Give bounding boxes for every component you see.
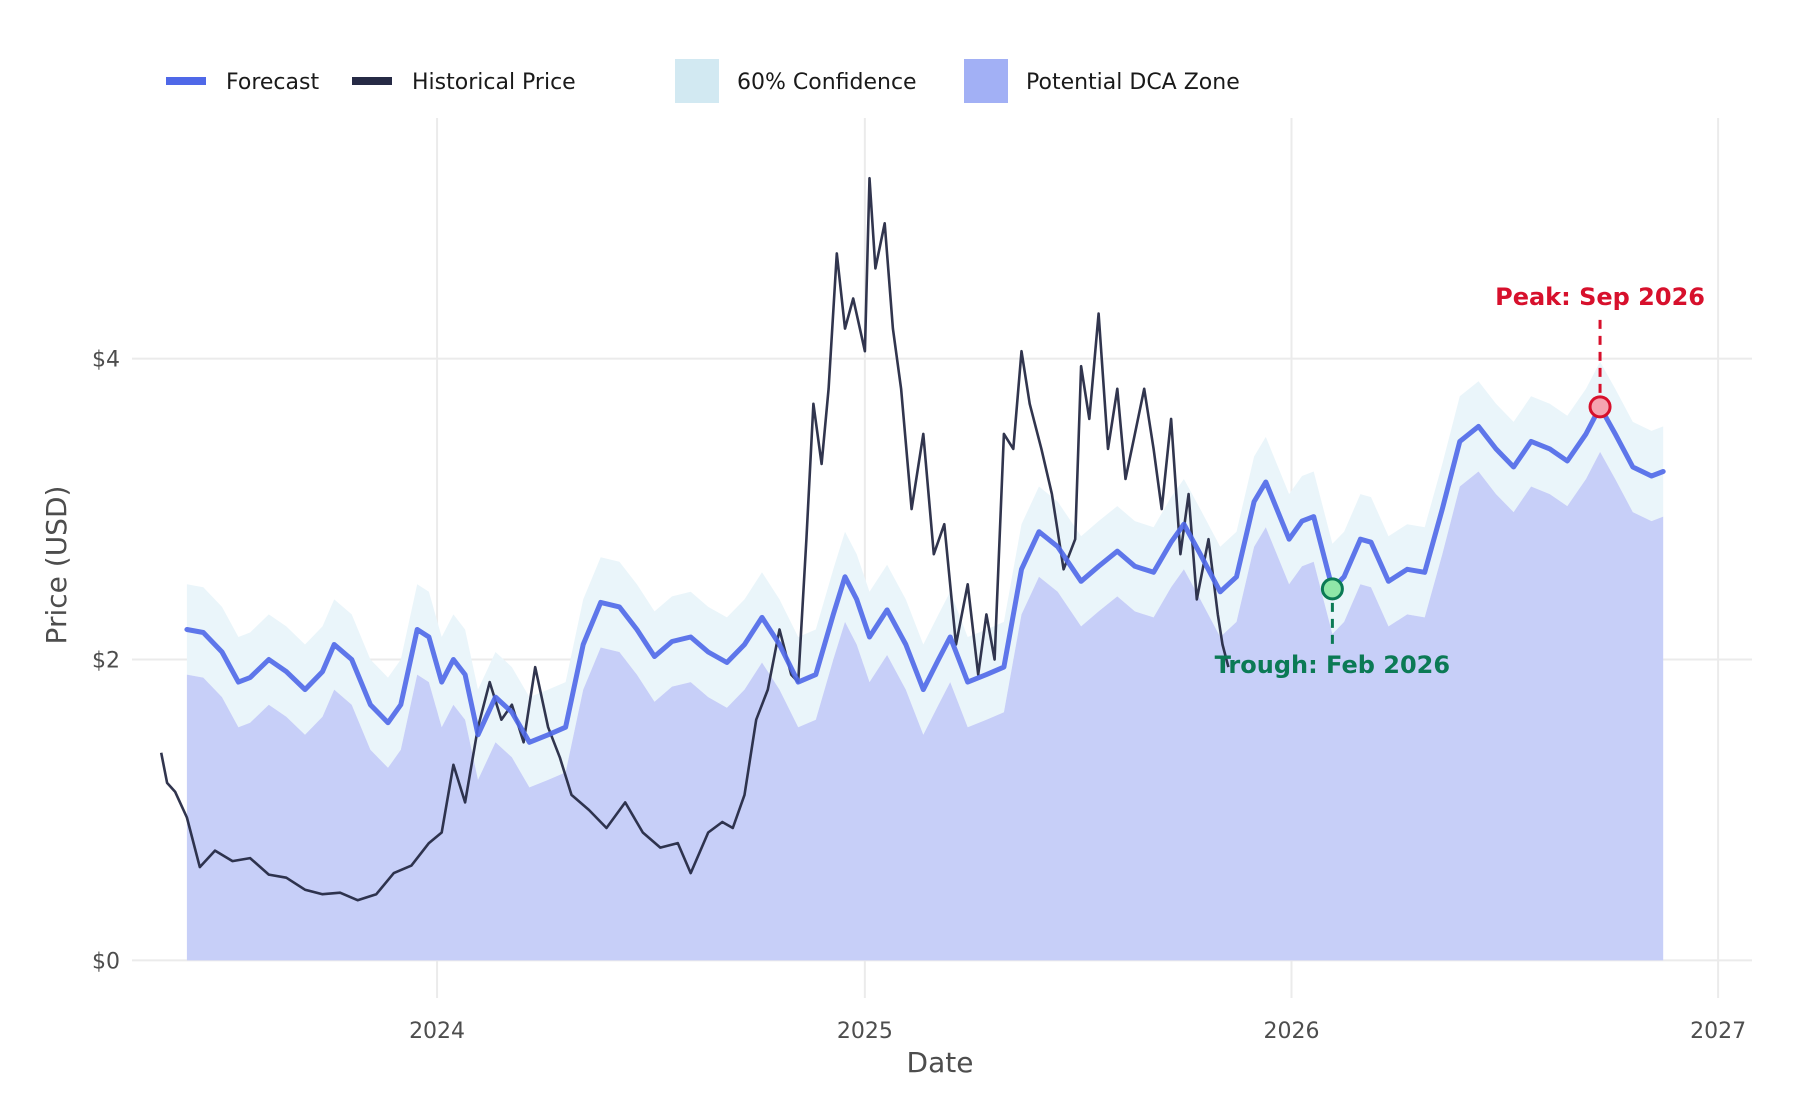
legend-swatch-forecast xyxy=(166,77,206,85)
legend-label: 60% Confidence xyxy=(737,70,917,95)
band-layer xyxy=(186,361,1664,961)
x-tick-label: 2025 xyxy=(837,1019,893,1044)
tick-layer: $0 $2 $4 2024 2025 2026 2027 xyxy=(92,348,1746,1044)
y-tick-label: $4 xyxy=(92,348,120,373)
annotation-layer: Peak: Sep 2026 Trough: Feb 2026 xyxy=(1215,283,1705,679)
peak-label: Peak: Sep 2026 xyxy=(1495,283,1705,311)
legend-swatch-historical-price xyxy=(352,77,392,85)
dca-zone-area xyxy=(186,451,1664,961)
x-axis-title: Date xyxy=(907,1046,974,1079)
peak-marker xyxy=(1588,395,1612,419)
legend-label: Forecast xyxy=(226,70,319,95)
confidence-band xyxy=(186,361,1664,788)
y-tick-label: $0 xyxy=(92,949,120,974)
line-layer xyxy=(159,176,1666,902)
historical-price-line xyxy=(159,176,1230,902)
x-tick-label: 2027 xyxy=(1690,1019,1746,1044)
x-tick-label: 2026 xyxy=(1263,1019,1319,1044)
legend: Forecast Historical Price 60% Confidence Po… xyxy=(166,59,1240,103)
trough-marker xyxy=(1320,577,1344,601)
y-tick-label: $2 xyxy=(92,649,120,674)
legend-label: Historical Price xyxy=(412,70,576,95)
forecast-line xyxy=(184,404,1666,745)
legend-swatch-potential-dca-zone xyxy=(964,59,1008,103)
trough-label: Trough: Feb 2026 xyxy=(1215,651,1450,679)
legend-swatch-60-confidence xyxy=(675,59,719,103)
legend-label: Potential DCA Zone xyxy=(1026,70,1240,95)
y-axis-title: Price (USD) xyxy=(40,486,73,645)
x-tick-label: 2024 xyxy=(409,1019,465,1044)
